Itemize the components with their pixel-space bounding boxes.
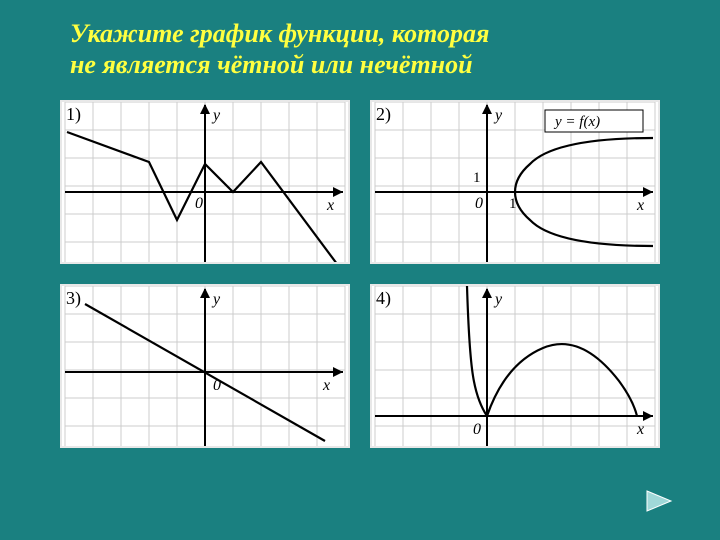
chart-1-label: 1): [66, 104, 81, 125]
chart-2-fn-label: y = f(x): [553, 114, 600, 130]
question-title: Укажите график функции, которая не являе…: [0, 0, 720, 90]
chart-3-y-arrow: [200, 288, 210, 298]
chart-4-x-label: x: [636, 421, 644, 438]
chart-4-svg: 0 x y: [372, 286, 658, 446]
next-button[interactable]: [643, 487, 675, 515]
chart-grid: 1) 0 x y 2) y = f(x) 1 0 1 x y: [0, 90, 720, 448]
chart-4-curve: [467, 286, 637, 416]
chart-4-label: 4): [376, 288, 391, 309]
chart-1-x-arrow: [333, 187, 343, 197]
chart-4[interactable]: 4) 0 x y: [370, 284, 660, 448]
chart-3-x-arrow: [333, 367, 343, 377]
chart-4-y-arrow: [482, 288, 492, 298]
chart-3-svg: 0 x y: [62, 286, 348, 446]
chart-3-label: 3): [66, 288, 81, 309]
chart-4-x-arrow: [643, 411, 653, 421]
chart-2[interactable]: 2) y = f(x) 1 0 1 x y: [370, 100, 660, 264]
chart-2-label: 2): [376, 104, 391, 125]
chart-1-origin-label: 0: [195, 195, 203, 212]
chart-3-x-label: x: [322, 377, 330, 394]
chart-2-x-label: x: [636, 197, 644, 214]
chart-2-y-arrow: [482, 104, 492, 114]
chart-2-svg: y = f(x) 1 0 1 x y: [372, 102, 658, 262]
chart-3-y-label: y: [211, 291, 221, 308]
chart-2-tick-y1: 1: [473, 170, 481, 186]
chart-1-y-label: y: [211, 107, 221, 124]
title-line-1: Укажите график функции, которая: [70, 19, 489, 48]
chart-1-svg: 0 x y: [62, 102, 348, 262]
next-icon: [643, 487, 675, 515]
chart-2-x-arrow: [643, 187, 653, 197]
chart-2-origin-label: 0: [475, 195, 483, 212]
chart-1[interactable]: 1) 0 x y: [60, 100, 350, 264]
chart-4-origin-label: 0: [473, 421, 481, 438]
chart-3[interactable]: 3) 0 x y: [60, 284, 350, 448]
chart-4-y-label: y: [493, 291, 503, 308]
chart-1-y-arrow: [200, 104, 210, 114]
chart-1-x-label: x: [326, 197, 334, 214]
title-line-2: не является чётной или нечётной: [70, 50, 473, 79]
chart-2-y-label: y: [493, 107, 503, 124]
